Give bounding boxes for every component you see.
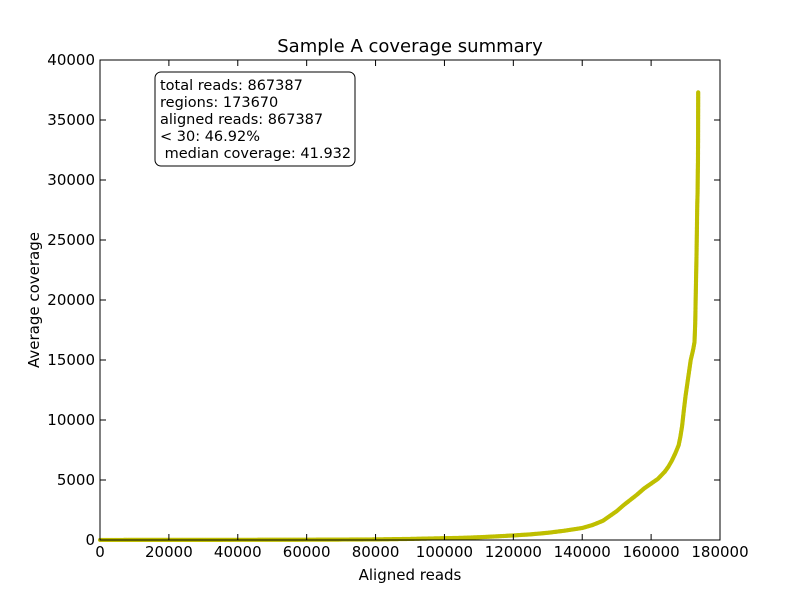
x-tick-label: 160000 [622,543,679,561]
x-tick-label: 100000 [416,543,473,561]
stat-line-median-coverage: median coverage: 41.932 [160,146,351,162]
y-tick-label: 15000 [47,351,95,369]
x-tick-label: 20000 [145,543,193,561]
stats-annotation-box: total reads: 867387 regions: 173670 alig… [154,71,356,167]
x-tick-label: 0 [95,543,105,561]
stat-line-regions: regions: 173670 [160,95,278,111]
x-tick-label: 120000 [485,543,542,561]
x-tick-label: 180000 [691,543,748,561]
y-tick-label: 40000 [47,51,95,69]
chart-title: Sample A coverage summary [277,36,543,57]
y-tick-label: 0 [85,531,95,549]
stat-line-below-30: < 30: 46.92% [160,129,260,145]
y-tick-label: 30000 [47,171,95,189]
ticks-layer: 0 20000 40000 60000 80000 100000 120000 140000 1… [47,51,748,561]
y-tick-label: 10000 [47,411,95,429]
x-tick-label: 80000 [352,543,400,561]
y-tick-label: 20000 [47,291,95,309]
y-tick-label: 35000 [47,111,95,129]
x-tick-label: 40000 [214,543,262,561]
stat-line-aligned-reads: aligned reads: 867387 [160,112,323,128]
y-tick-label: 5000 [57,471,95,489]
x-tick-label: 140000 [554,543,611,561]
y-axis-label: Average coverage [25,232,43,368]
stats-box-frame [154,71,356,167]
x-tick-label: 60000 [283,543,331,561]
stat-line-total-reads: total reads: 867387 [160,78,303,94]
series-marker [696,90,701,95]
x-axis-label: Aligned reads [359,566,462,584]
y-tick-label: 25000 [47,231,95,249]
